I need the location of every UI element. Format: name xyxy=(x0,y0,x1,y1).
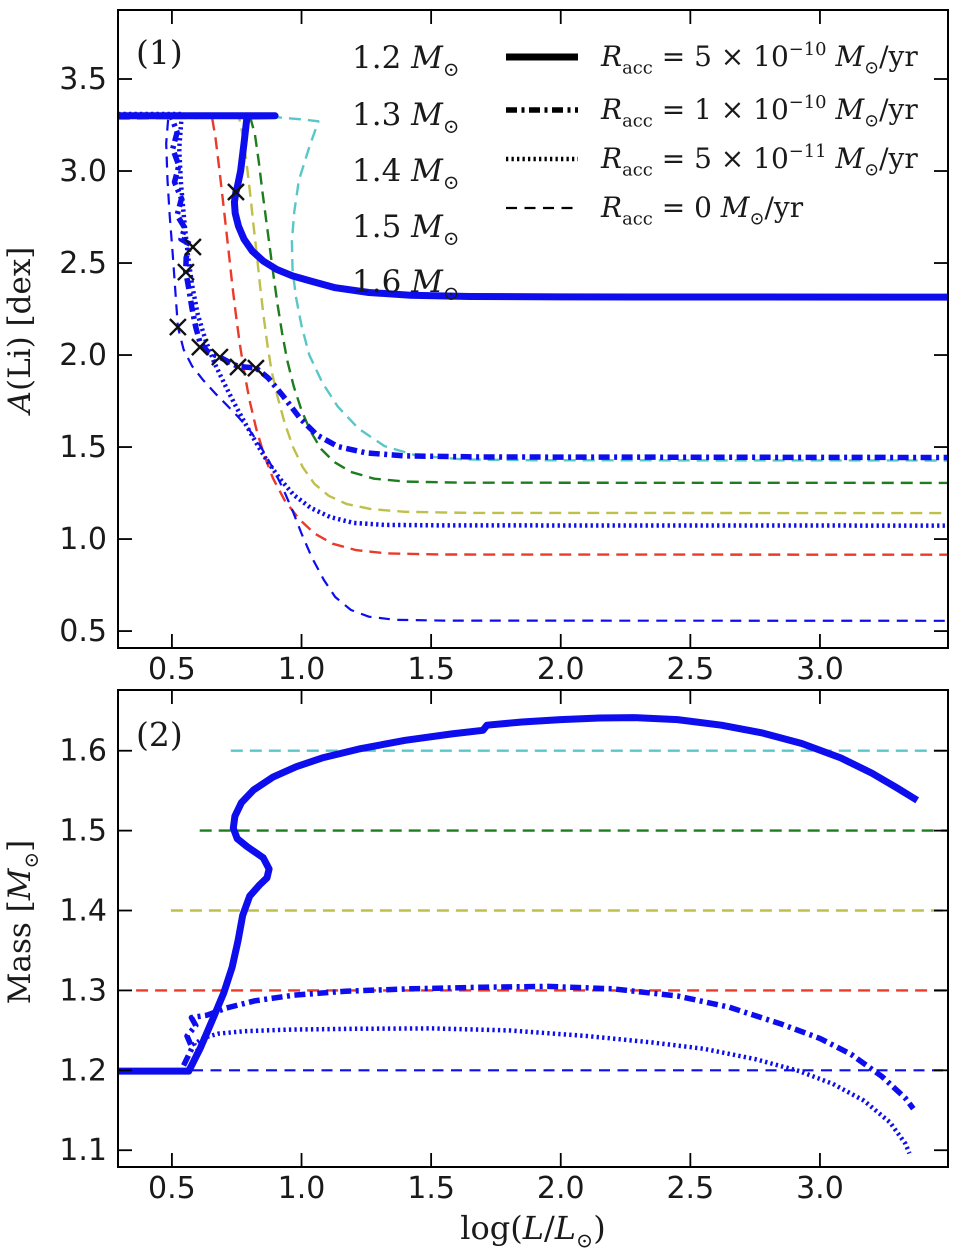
panel2-ticks xyxy=(118,690,948,1167)
panel2-xtick-label-0.5: 0.5 xyxy=(148,1171,196,1206)
panel1-x-marker-2 xyxy=(177,263,195,281)
panel2-series-mass-1.2-rate5e-11 xyxy=(186,1026,912,1155)
panel1-tag: (1) xyxy=(136,33,183,72)
panel1-xtick-label-3.0: 3.0 xyxy=(796,652,844,687)
panel1-series-1.2Msun-rate1e-10 xyxy=(118,113,948,461)
legend-mass-1.4: 1.4 M⊙ xyxy=(352,153,459,194)
panel1-xtick-label-0.5: 0.5 xyxy=(148,652,196,687)
legend-mass-1.5: 1.5 M⊙ xyxy=(352,209,459,250)
panel2-ytick-label-1.3: 1.3 xyxy=(59,973,107,1008)
panel2-ytick-label-1.6: 1.6 xyxy=(59,734,107,769)
legend-label-rate-0: Racc = 0 M⊙/yr xyxy=(600,191,804,229)
panel1-series-1.2Msun-rate5e-10 xyxy=(118,112,948,301)
panel1-ytick-label-1.0: 1.0 xyxy=(59,522,107,557)
legend-label-rate-5e-10: Racc = 5 × 10−10 M⊙/yr xyxy=(600,39,918,79)
panel1-ticks xyxy=(118,10,948,648)
panel1-xtick-label-1.5: 1.5 xyxy=(407,652,455,687)
panel1-xtick-label-2.0: 2.0 xyxy=(537,652,585,687)
panel1-x-marker-3 xyxy=(169,318,187,336)
panel2-series-mass-1.2-rate5e-10 xyxy=(118,714,920,1075)
panel1-x-marker-4 xyxy=(191,338,209,356)
legend-mass-1.3: 1.3 M⊙ xyxy=(352,97,459,138)
panel2-xtick-label-2.0: 2.0 xyxy=(537,1171,585,1206)
panel2-xtick-label-1.5: 1.5 xyxy=(407,1171,455,1206)
panel1-xtick-label-1.0: 1.0 xyxy=(278,652,326,687)
panel2-xtick-label-2.5: 2.5 xyxy=(666,1171,714,1206)
panel2-series-mass-1.2-rate1e-10 xyxy=(181,983,916,1111)
panel2-ytick-label-1.4: 1.4 xyxy=(59,894,107,929)
panel1-ytick-label-2.0: 2.0 xyxy=(59,338,107,373)
panel1: 0.5 1.0 1.5 2.0 2.5 3.0 0.5 1.0 1.5 2.0 2.5 3.0 3.5 (… xyxy=(2,9,949,687)
panel2-frame xyxy=(117,689,949,1168)
panel1-frame xyxy=(117,9,949,649)
panel1-x-marker-5 xyxy=(211,348,229,366)
panel1-xtick-label-2.5: 2.5 xyxy=(666,652,714,687)
x-axis-label: log(L/L⊙) xyxy=(460,1209,605,1248)
panel2-xtick-label-1.0: 1.0 xyxy=(278,1171,326,1206)
panel1-y-axis-label: A(Li) [dex] xyxy=(2,247,38,417)
panel2-y-axis-label: Mass [M⊙] xyxy=(2,840,43,1004)
panel2: 0.5 1.0 1.5 2.0 2.5 3.0 1.1 1.2 1.3 1.4 1.5 1.6 (2) M… xyxy=(2,689,949,1206)
panel1-ytick-label-3.5: 3.5 xyxy=(59,62,107,97)
panel1-series-1.3Msun-noacc xyxy=(118,116,948,556)
legend-label-rate-5e-11: Racc = 5 × 10−11 M⊙/yr xyxy=(600,141,918,181)
panel1-x-marker-1 xyxy=(184,238,202,256)
panel1-ytick-label-0.5: 0.5 xyxy=(59,614,107,649)
panel1-ytick-label-3.0: 3.0 xyxy=(59,154,107,189)
legend-rates: Racc = 5 × 10−10 M⊙/yr Racc = 1 × 10−10 M… xyxy=(506,39,918,229)
panel2-tag: (2) xyxy=(136,715,183,754)
legend-mass-1.2: 1.2 M⊙ xyxy=(352,40,459,81)
panel2-ytick-label-1.2: 1.2 xyxy=(59,1053,107,1088)
legend-mass-1.6: 1.6 M⊙ xyxy=(352,264,459,305)
panel2-ytick-label-1.5: 1.5 xyxy=(59,814,107,849)
panel1-ytick-label-1.5: 1.5 xyxy=(59,430,107,465)
panel2-xtick-label-3.0: 3.0 xyxy=(796,1171,844,1206)
panel1-x-marker-0 xyxy=(227,183,245,201)
panel2-ytick-label-1.1: 1.1 xyxy=(59,1133,107,1168)
panel1-ytick-label-2.5: 2.5 xyxy=(59,246,107,281)
legend-label-rate-1e-10: Racc = 1 × 10−10 M⊙/yr xyxy=(600,92,918,132)
legend-mass: 1.2 M⊙ 1.3 M⊙ 1.4 M⊙ 1.5 M⊙ 1.6 M⊙ xyxy=(352,40,459,305)
panel1-x-marker-6 xyxy=(229,358,247,376)
panel1-x-marker-7 xyxy=(247,359,265,377)
